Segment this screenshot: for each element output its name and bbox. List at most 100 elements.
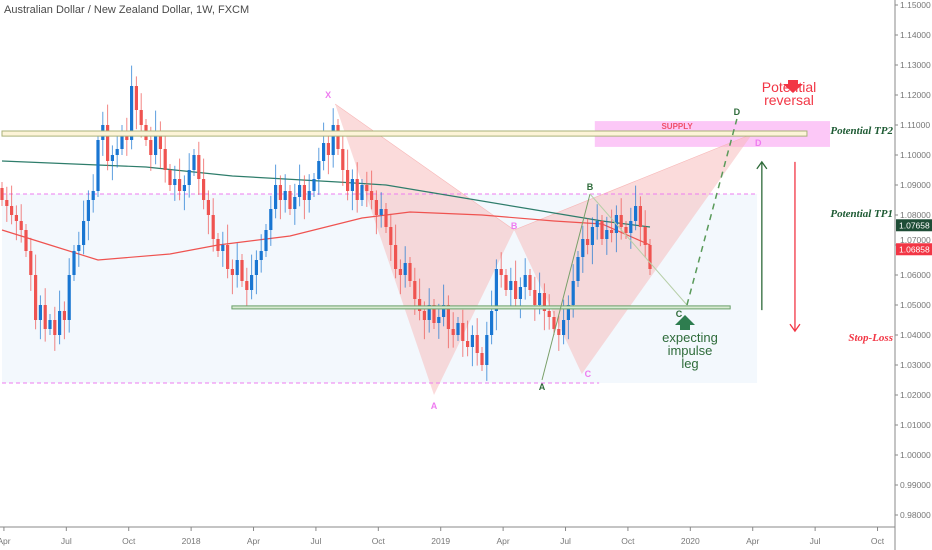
candle[interactable]	[446, 295, 450, 349]
candle[interactable]	[154, 110, 158, 165]
candle[interactable]	[307, 174, 311, 213]
candle[interactable]	[269, 195, 273, 246]
candle[interactable]	[235, 243, 239, 288]
candle[interactable]	[178, 158, 182, 201]
candle[interactable]	[504, 269, 508, 296]
candle[interactable]	[336, 119, 340, 155]
candle[interactable]	[77, 231, 81, 267]
candle[interactable]	[619, 198, 623, 240]
candle[interactable]	[566, 295, 570, 340]
abcd-leg-ab[interactable]	[541, 193, 591, 381]
candle[interactable]	[528, 269, 532, 296]
candle[interactable]	[576, 251, 580, 287]
candle[interactable]	[643, 210, 647, 258]
candle[interactable]	[379, 192, 383, 228]
candle[interactable]	[293, 183, 297, 225]
candle[interactable]	[38, 295, 42, 340]
candle[interactable]	[24, 224, 28, 257]
candle[interactable]	[451, 312, 455, 348]
candle[interactable]	[326, 133, 330, 175]
candle[interactable]	[182, 175, 186, 211]
candle[interactable]	[278, 175, 282, 220]
candle[interactable]	[67, 258, 71, 333]
candle[interactable]	[48, 314, 52, 335]
candle[interactable]	[432, 299, 436, 329]
candle[interactable]	[374, 190, 378, 235]
candle[interactable]	[53, 306, 57, 351]
candle[interactable]	[360, 179, 364, 206]
candle[interactable]	[590, 217, 594, 265]
candle[interactable]	[202, 158, 206, 210]
candle[interactable]	[317, 147, 321, 195]
candle[interactable]	[230, 259, 234, 295]
support-line[interactable]	[231, 305, 731, 310]
candle[interactable]	[158, 121, 162, 169]
candle[interactable]	[341, 135, 345, 186]
candle[interactable]	[19, 204, 23, 243]
candle[interactable]	[283, 174, 287, 213]
candle[interactable]	[485, 321, 489, 381]
candle[interactable]	[634, 185, 638, 231]
candle[interactable]	[384, 203, 388, 233]
candle[interactable]	[408, 257, 412, 287]
abcd-leg-bc[interactable]	[589, 193, 688, 306]
candle[interactable]	[206, 190, 210, 235]
candle[interactable]	[331, 108, 335, 168]
candle[interactable]	[274, 164, 278, 219]
candle[interactable]	[490, 290, 494, 345]
candle[interactable]	[370, 170, 374, 210]
candle[interactable]	[312, 173, 316, 197]
candle[interactable]	[14, 205, 18, 241]
candle[interactable]	[120, 125, 124, 155]
candle[interactable]	[427, 288, 431, 333]
candle[interactable]	[398, 259, 402, 295]
candle[interactable]	[197, 141, 201, 195]
candle[interactable]	[259, 234, 263, 273]
candle[interactable]	[192, 149, 196, 176]
candle[interactable]	[163, 132, 167, 183]
candle[interactable]	[638, 196, 642, 247]
candle[interactable]	[475, 318, 479, 366]
candle[interactable]	[581, 225, 585, 273]
candle[interactable]	[254, 250, 258, 295]
candle[interactable]	[86, 190, 90, 241]
candle[interactable]	[106, 104, 110, 171]
candle[interactable]	[0, 182, 4, 206]
candle[interactable]	[29, 237, 33, 291]
candle[interactable]	[629, 207, 633, 249]
candle[interactable]	[298, 164, 302, 207]
candle[interactable]	[461, 309, 465, 357]
candle[interactable]	[134, 76, 138, 130]
candle[interactable]	[221, 231, 225, 267]
candle[interactable]	[600, 215, 604, 245]
candle[interactable]	[648, 239, 652, 275]
candle[interactable]	[523, 258, 527, 300]
candle[interactable]	[494, 259, 498, 331]
candle[interactable]	[610, 209, 614, 243]
candle[interactable]	[173, 165, 177, 201]
candle[interactable]	[552, 311, 556, 335]
candle[interactable]	[10, 185, 14, 225]
candle[interactable]	[470, 325, 474, 367]
candle[interactable]	[350, 169, 354, 211]
candle[interactable]	[480, 347, 484, 371]
candle[interactable]	[605, 216, 609, 255]
candle[interactable]	[302, 175, 306, 220]
candle[interactable]	[514, 260, 518, 309]
candle[interactable]	[586, 218, 590, 255]
candle[interactable]	[139, 93, 143, 138]
candle[interactable]	[240, 254, 244, 287]
harmonic-xab-triangle[interactable]	[335, 104, 515, 395]
candle[interactable]	[346, 149, 350, 201]
candle[interactable]	[226, 224, 230, 279]
candle[interactable]	[322, 122, 326, 171]
candle[interactable]	[245, 267, 249, 306]
candle[interactable]	[91, 174, 95, 213]
candle[interactable]	[110, 145, 114, 181]
candle[interactable]	[509, 267, 513, 306]
candle[interactable]	[211, 198, 215, 252]
candle[interactable]	[82, 200, 86, 255]
candle[interactable]	[394, 224, 398, 279]
candle[interactable]	[62, 301, 66, 340]
